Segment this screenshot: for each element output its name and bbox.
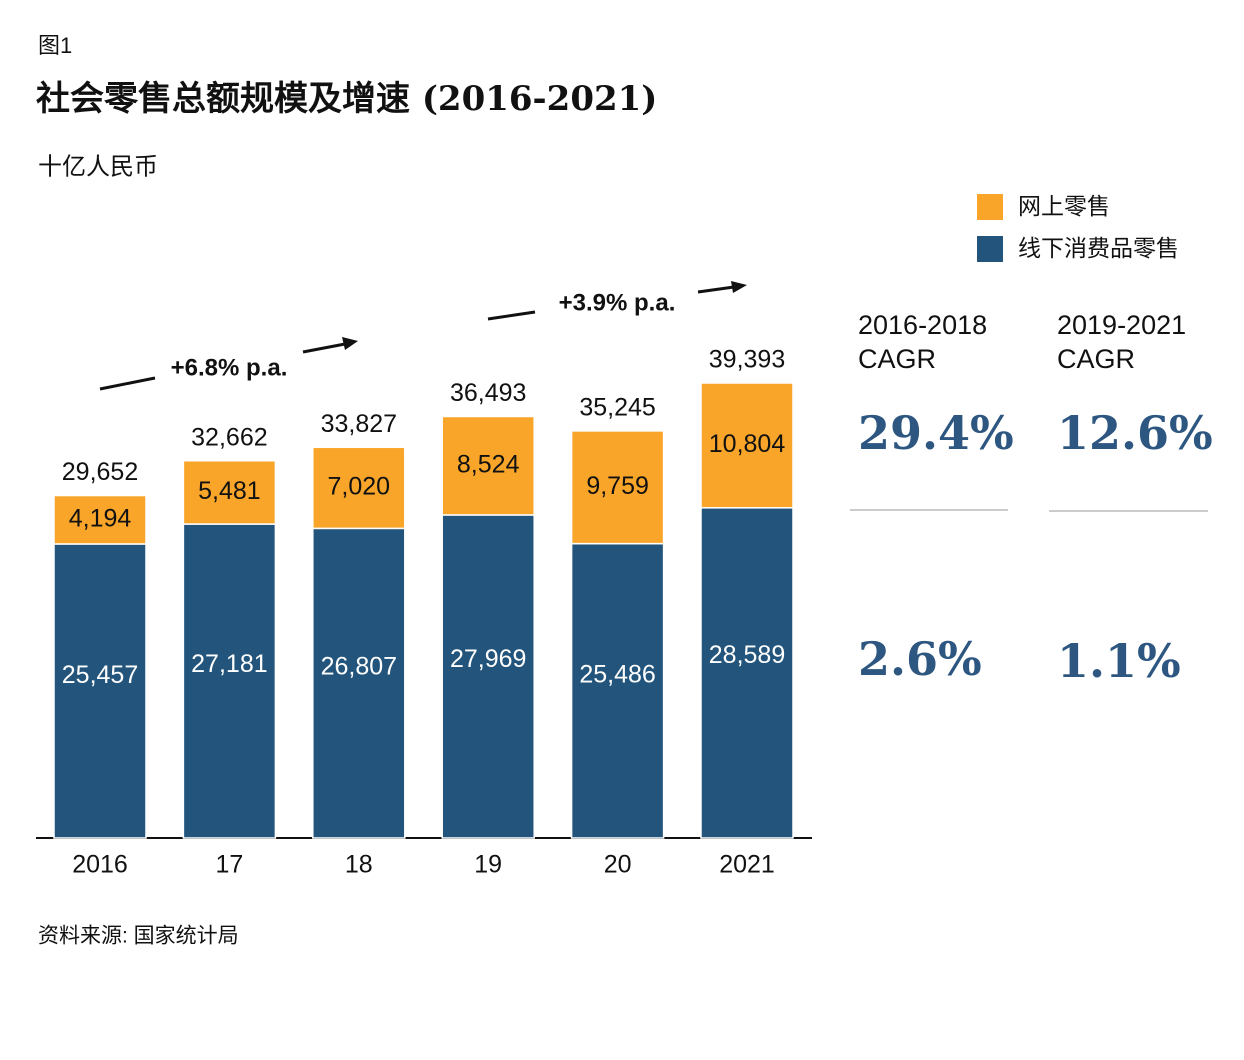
x-tick-label: 17 bbox=[215, 851, 243, 879]
data-label: 27,969 bbox=[450, 645, 526, 673]
total-label: 39,393 bbox=[709, 346, 785, 374]
bar-segment bbox=[700, 382, 794, 509]
legend-swatch bbox=[977, 236, 1003, 262]
data-label: 5,481 bbox=[198, 477, 261, 505]
bar-segment bbox=[312, 527, 406, 839]
legend-label: 网上零售 bbox=[1018, 193, 1110, 219]
legend-swatch bbox=[977, 194, 1003, 220]
x-tick-label: 19 bbox=[474, 851, 502, 879]
bar-segment bbox=[700, 507, 794, 839]
data-label: 25,457 bbox=[62, 661, 138, 689]
bar-segment bbox=[53, 543, 147, 839]
figure-label: 图1 bbox=[38, 33, 72, 58]
cagr-header: 2016-2018 bbox=[858, 310, 987, 340]
total-label: 33,827 bbox=[321, 410, 397, 438]
bar-segment bbox=[182, 523, 277, 839]
arrow bbox=[487, 310, 536, 321]
total-label: 36,493 bbox=[450, 379, 526, 407]
bar-segment bbox=[53, 494, 147, 545]
arrow bbox=[99, 376, 156, 391]
arrow-head bbox=[731, 281, 747, 293]
x-tick-label: 20 bbox=[604, 851, 632, 879]
chart-title: 社会零售总额规模及增速 (2016-2021) bbox=[36, 79, 657, 119]
arrow bbox=[302, 342, 346, 354]
x-tick-label: 2021 bbox=[719, 851, 775, 879]
cagr-value: 2.6% bbox=[858, 632, 982, 686]
bar-segment bbox=[441, 514, 535, 839]
x-tick-label: 18 bbox=[345, 851, 373, 879]
total-label: 35,245 bbox=[579, 394, 655, 422]
bar-segment bbox=[312, 446, 406, 530]
data-label: 8,524 bbox=[457, 450, 520, 478]
arrow bbox=[697, 285, 735, 294]
data-label: 4,194 bbox=[69, 504, 132, 532]
bar-segment bbox=[441, 415, 535, 516]
total-label: 29,652 bbox=[62, 458, 138, 486]
arrow-head bbox=[342, 337, 358, 350]
legend-label: 线下消费品零售 bbox=[1018, 235, 1179, 261]
data-label: 10,804 bbox=[709, 430, 786, 458]
cagr-value: 1.1% bbox=[1057, 634, 1181, 688]
data-label: 27,181 bbox=[191, 650, 267, 678]
x-tick-label: 2016 bbox=[72, 851, 128, 879]
cagr-value: 12.6% bbox=[1057, 406, 1213, 460]
bar-segment bbox=[182, 459, 277, 525]
chart-subtitle: 十亿人民币 bbox=[38, 153, 158, 180]
cagr-value: 29.4% bbox=[858, 406, 1014, 460]
data-label: 9,759 bbox=[586, 472, 649, 500]
source: 资料来源: 国家统计局 bbox=[38, 925, 239, 948]
bar-segment bbox=[570, 430, 665, 545]
data-label: 28,589 bbox=[709, 641, 785, 669]
annotation: +6.8% p.a. bbox=[171, 354, 288, 381]
total-label: 32,662 bbox=[191, 423, 267, 451]
data-label: 7,020 bbox=[328, 472, 391, 500]
cagr-header: CAGR bbox=[858, 344, 936, 374]
cagr-header: CAGR bbox=[1057, 344, 1135, 374]
data-label: 26,807 bbox=[321, 652, 397, 680]
bar-segment bbox=[570, 542, 665, 839]
annotation: +3.9% p.a. bbox=[559, 289, 676, 316]
cagr-header: 2019-2021 bbox=[1057, 310, 1186, 340]
data-label: 25,486 bbox=[579, 661, 655, 689]
